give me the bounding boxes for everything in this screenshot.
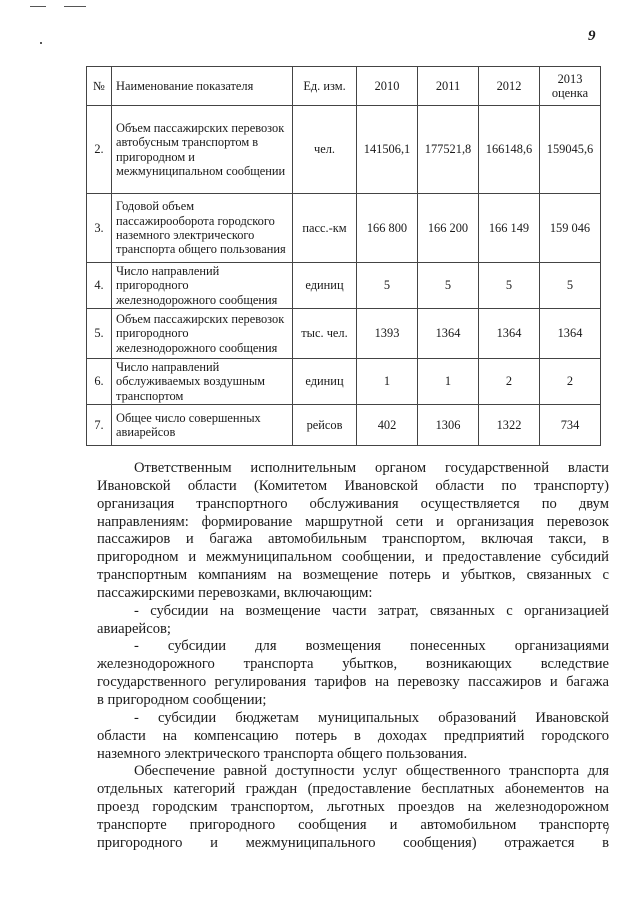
- cell-v2013: 5: [539, 262, 601, 309]
- cell-v2012: 1322: [478, 404, 540, 446]
- cell-v2012: 2: [478, 358, 540, 405]
- text-line: Ивановской области (Комитетом Ивановской…: [97, 477, 609, 494]
- cell-unit: единиц: [292, 262, 357, 309]
- cell-num: 5.: [86, 308, 112, 359]
- cell-v2013: 159045,6: [539, 105, 601, 194]
- table-row: 4. Число направлений пригородного железно…: [86, 262, 601, 309]
- cell-num: 2.: [86, 105, 112, 194]
- header-2012: 2012: [478, 66, 540, 106]
- cell-v2012: 166 149: [478, 193, 540, 263]
- cell-v2012: 1364: [478, 308, 540, 359]
- cell-name: Объем пассажирских перевозок пригородног…: [111, 308, 293, 359]
- text-line: транспортным компаниям на возмещение пот…: [97, 567, 609, 584]
- indicators-table: № Наименование показателя Ед. изм. 2010 …: [86, 66, 601, 446]
- table-row: 3. Годовой объем пассажирооборота городск…: [86, 193, 601, 263]
- cell-unit: единиц: [292, 358, 357, 405]
- cell-num: 4.: [86, 262, 112, 309]
- cell-v2011: 1: [417, 358, 479, 405]
- cell-unit: пасс.-км: [292, 193, 357, 263]
- text-line: пригородного и межмуниципального сообщен…: [97, 834, 609, 851]
- text-line: железнодорожного транспорта убытков, воз…: [97, 656, 609, 673]
- cell-v2011: 166 200: [417, 193, 479, 263]
- text-line: отдельных категорий граждан (предоставле…: [97, 781, 609, 798]
- cell-v2012: 5: [478, 262, 540, 309]
- cell-v2010: 402: [356, 404, 418, 446]
- header-number: №: [86, 66, 112, 106]
- cell-v2010: 1: [356, 358, 418, 405]
- text-line: пассажиров и багажа автомобильным трансп…: [97, 531, 609, 548]
- text-line: - субсидии на возмещение части затрат, с…: [134, 602, 609, 619]
- text-line: транспорте пригородного сообщения и авто…: [97, 816, 609, 833]
- cell-num: 3.: [86, 193, 112, 263]
- cell-v2013: 1364: [539, 308, 601, 359]
- cell-v2012: 166148,6: [478, 105, 540, 194]
- table-row: 5. Объем пассажирских перевозок пригородн…: [86, 308, 601, 359]
- header-2011: 2011: [417, 66, 479, 106]
- text-line: Ответственным исполнительным органом гос…: [134, 460, 609, 476]
- cell-unit: тыс. чел.: [292, 308, 357, 359]
- scan-mark: [30, 6, 46, 7]
- table-row: 2. Объем пассажирских перевозок автобусны…: [86, 105, 601, 194]
- body-text: Ответственным исполнительным органом гос…: [97, 460, 609, 853]
- cell-v2011: 1306: [417, 404, 479, 446]
- cell-v2013: 734: [539, 404, 601, 446]
- header-2013: 2013 оценка: [539, 66, 601, 106]
- header-unit: Ед. изм.: [292, 66, 357, 106]
- cell-unit: рейсов: [292, 404, 357, 446]
- cell-v2011: 1364: [417, 308, 479, 359]
- cell-num: 6.: [86, 358, 112, 405]
- cell-num: 7.: [86, 404, 112, 446]
- cell-v2011: 177521,8: [417, 105, 479, 194]
- table-header-row: № Наименование показателя Ед. изм. 2010 …: [86, 66, 601, 106]
- cell-v2013: 159 046: [539, 193, 601, 263]
- cell-name: Число направлений обслуживаемых воздушны…: [111, 358, 293, 405]
- header-2010: 2010: [356, 66, 418, 106]
- scan-mark: [40, 42, 42, 44]
- text-line: пригородном и межмуниципальном сообщении…: [97, 549, 609, 566]
- text-line: направлениям: формирование маршрутной се…: [97, 513, 609, 530]
- text-line: авиарейсов;: [97, 620, 171, 637]
- text-line: в пригородном сообщении;: [97, 691, 267, 708]
- cell-v2010: 5: [356, 262, 418, 309]
- cell-v2010: 141506,1: [356, 105, 418, 194]
- cell-name: Годовой объем пассажирооборота городског…: [111, 193, 293, 263]
- cell-v2011: 5: [417, 262, 479, 309]
- text-line: Обеспечение равной доступности услуг общ…: [134, 763, 609, 780]
- table-row: 6. Число направлений обслуживаемых воздуш…: [86, 358, 601, 405]
- cell-name: Общее число совершенных авиарейсов: [111, 404, 293, 446]
- text-line: государственного регулирования тарифов н…: [97, 674, 609, 691]
- cell-v2013: 2: [539, 358, 601, 405]
- scan-mark: [64, 6, 86, 7]
- text-line: пассажирскими перевозками, включающим:: [97, 584, 373, 601]
- cell-v2010: 1393: [356, 308, 418, 359]
- header-name: Наименование показателя: [111, 66, 293, 106]
- cell-name: Число направлений пригородного железнодо…: [111, 262, 293, 309]
- cell-name: Объем пассажирских перевозок автобусным …: [111, 105, 293, 194]
- table-row: 7. Общее число совершенных авиарейсов рейс…: [86, 404, 601, 446]
- cell-unit: чел.: [292, 105, 357, 194]
- text-line: проезд городским транспортом, льготных п…: [97, 799, 609, 816]
- text-line: наземного электрического транспорта обще…: [97, 745, 468, 762]
- text-line: области на компенсацию потерь в доходах …: [97, 727, 609, 744]
- page-number: 9: [588, 28, 596, 44]
- cell-v2010: 166 800: [356, 193, 418, 263]
- text-line: - субсидии для возмещения понесенных орг…: [134, 638, 609, 655]
- text-line: организация транспортного обслуживания о…: [97, 495, 609, 512]
- text-line: - субсидии бюджетам муниципальных образо…: [134, 709, 609, 726]
